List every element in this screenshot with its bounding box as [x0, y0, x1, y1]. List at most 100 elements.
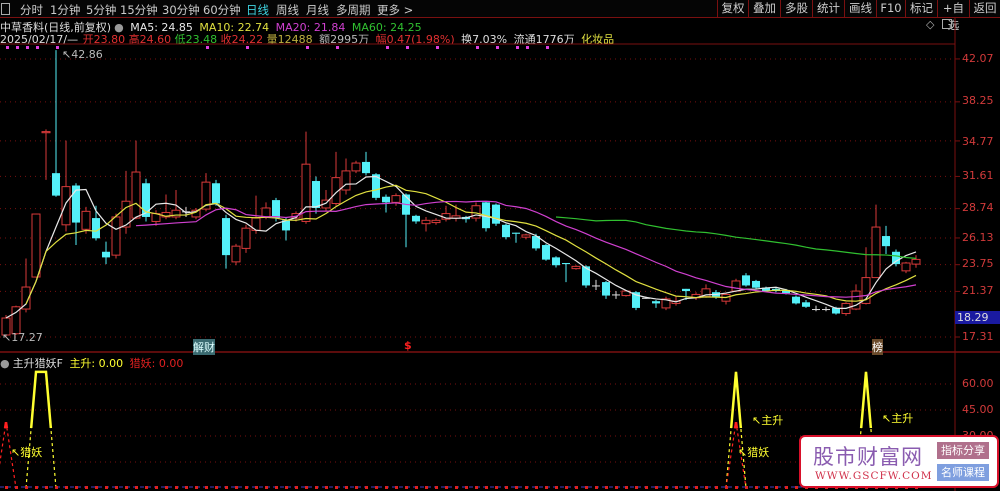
zero-dot — [445, 486, 448, 489]
tab-5min[interactable]: 5分钟 — [86, 3, 117, 17]
candle-body — [121, 200, 131, 228]
fuquan-button[interactable]: 复权 — [717, 0, 748, 18]
zhusheng-annotation: ↖主升 — [752, 414, 784, 427]
tab-weekly[interactable]: 周线 — [276, 3, 299, 17]
candle — [871, 204, 881, 279]
indicator-share-button[interactable]: 指标分享 — [937, 442, 989, 459]
event-dot — [546, 46, 549, 49]
max-price-label: ↖42.86 — [62, 48, 103, 61]
lieyao-annotation: ↖猎妖 — [738, 446, 770, 459]
tab-more[interactable]: 更多 > — [377, 3, 414, 17]
candle-body — [752, 280, 760, 288]
zhusheng-line-base — [25, 371, 57, 489]
tab-15min[interactable]: 15分钟 — [120, 3, 158, 17]
candle — [582, 265, 590, 288]
candle — [882, 225, 890, 255]
lieyao-value: 猎妖: 0.00 — [129, 357, 184, 370]
candle — [691, 292, 701, 301]
event-marker-dollar[interactable]: $ — [404, 339, 412, 352]
zero-dot — [655, 486, 658, 489]
tab-multi-period[interactable]: 多周期 — [336, 3, 371, 17]
zero-dot — [605, 486, 608, 489]
event-marker-bang[interactable]: 榜 — [872, 339, 883, 355]
zero-dot — [635, 486, 638, 489]
draw-line-button[interactable]: 画线 — [844, 0, 876, 18]
zero-dot — [715, 486, 718, 489]
open: 开23.80 — [82, 33, 126, 46]
tab-daily[interactable]: 日线 — [246, 3, 269, 17]
tab-1min[interactable]: 1分钟 — [50, 3, 81, 17]
statistics-button[interactable]: 统计 — [812, 0, 844, 18]
candle — [621, 289, 631, 297]
candle — [241, 224, 251, 253]
date: 2025/02/17/— — [0, 33, 79, 46]
candle — [431, 218, 441, 225]
multi-stock-button[interactable]: 多股 — [780, 0, 812, 18]
candle-body — [61, 186, 71, 226]
zero-dot — [505, 486, 508, 489]
candle-body — [131, 171, 141, 219]
zero-dot — [375, 486, 378, 489]
panel-toggle-icon[interactable] — [1, 3, 10, 15]
candle-body — [762, 287, 770, 292]
event-dot — [26, 46, 29, 49]
candle — [212, 179, 220, 206]
ma10-value: MA10: 22.74 — [199, 21, 270, 34]
candle-body — [231, 245, 241, 263]
tab-fenshi[interactable]: 分时 — [20, 3, 43, 17]
zero-dot — [695, 486, 698, 489]
zero-dot — [125, 486, 128, 489]
back-button[interactable]: 返回 — [969, 0, 1000, 18]
zero-dot — [455, 486, 458, 489]
tab-30min[interactable]: 30分钟 — [162, 3, 200, 17]
zero-dot — [385, 486, 388, 489]
zero-dot — [415, 486, 418, 489]
candle-body — [571, 265, 581, 270]
ma20-line — [135, 200, 917, 298]
price-tick: 31.61 — [962, 169, 994, 182]
candle — [52, 50, 60, 197]
max-price-value: 42.86 — [71, 48, 103, 61]
candle-body — [182, 211, 190, 213]
candle-body — [52, 173, 60, 196]
candle — [362, 151, 370, 176]
f10-button[interactable]: F10 — [876, 0, 905, 18]
candle-body — [652, 301, 660, 304]
panel-layout-icon[interactable] — [942, 19, 952, 29]
candle-body — [321, 199, 331, 209]
event-marker-jiecai[interactable]: 解财 — [193, 339, 215, 355]
candle — [301, 131, 311, 224]
zero-dot — [25, 486, 28, 489]
zero-dot — [205, 486, 208, 489]
logo-name: 股市财富网 — [813, 445, 923, 469]
lieyao-line — [3, 421, 9, 428]
zero-dot — [565, 486, 568, 489]
diamond-icon[interactable]: ◇ — [926, 18, 935, 31]
add-watchlist-button[interactable]: +自选 — [937, 0, 969, 32]
tab-60min[interactable]: 60分钟 — [203, 3, 241, 17]
candle-body — [542, 245, 550, 260]
candle — [142, 178, 150, 222]
tab-monthly[interactable]: 月线 — [306, 3, 329, 17]
settings-circle-icon[interactable]: ● — [114, 21, 124, 34]
event-dot — [336, 46, 339, 49]
overlay-button[interactable]: 叠加 — [748, 0, 780, 18]
zero-dot — [45, 486, 48, 489]
candle — [802, 300, 810, 308]
candle — [351, 160, 361, 174]
ma5-value: MA5: 24.85 — [130, 21, 193, 34]
zero-dot — [495, 486, 498, 489]
zero-dot — [115, 486, 118, 489]
mark-button[interactable]: 标记 — [905, 0, 937, 18]
zero-dot — [195, 486, 198, 489]
zero-dot — [785, 486, 788, 489]
candle-body — [532, 236, 540, 249]
candle-body — [901, 262, 911, 272]
teacher-course-button[interactable]: 名师课程 — [937, 464, 989, 481]
candle-body — [582, 266, 590, 286]
ma5-line — [5, 175, 917, 319]
candle-body — [521, 234, 531, 238]
indicator-settings-icon[interactable]: ● — [0, 357, 10, 370]
zero-dot — [155, 486, 158, 489]
